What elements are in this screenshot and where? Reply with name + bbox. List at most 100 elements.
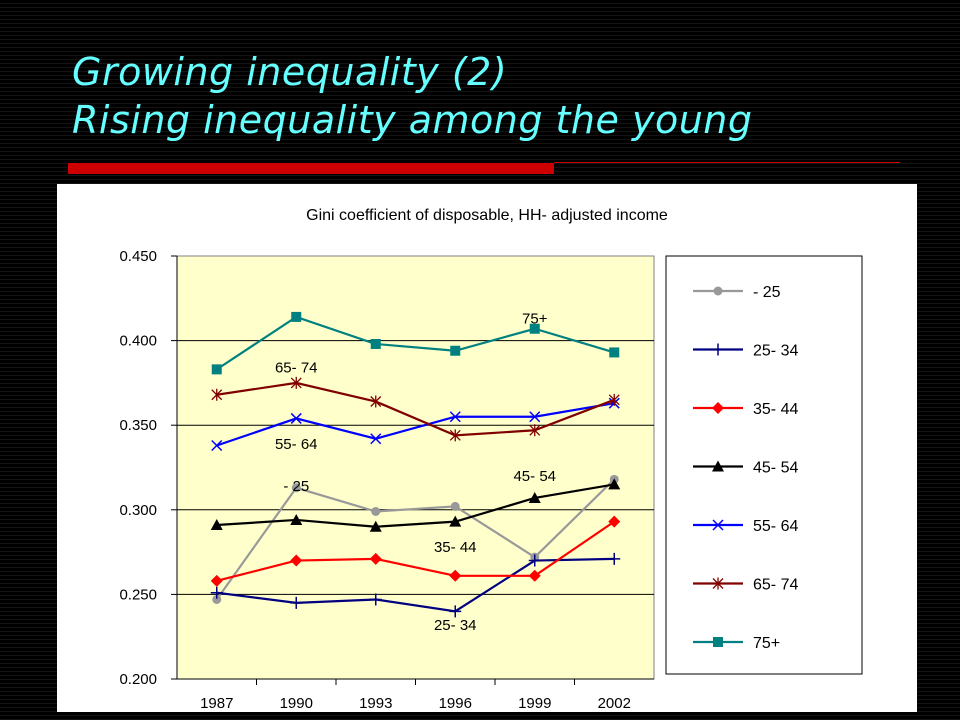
series-annotation: 35- 44: [434, 539, 477, 556]
data-point: [608, 478, 621, 490]
data-point: [529, 411, 541, 423]
series-lines: [210, 311, 621, 618]
legend-label: 45- 54: [753, 460, 798, 477]
data-point: [210, 586, 223, 599]
slide-title-line-2: Rising inequality among the young: [72, 98, 753, 142]
legend-label: - 25: [753, 284, 781, 301]
data-point: [449, 515, 462, 527]
data-point: [529, 424, 541, 437]
data-point: [370, 433, 382, 445]
data-point: [449, 605, 462, 618]
y-tick-label: 0.300: [119, 502, 157, 519]
legend-label: 35- 44: [753, 401, 798, 418]
data-point: [449, 569, 462, 582]
data-point: [450, 501, 460, 511]
plot-area: [176, 255, 655, 680]
legend-entry: - 25: [693, 284, 781, 301]
data-point: [291, 483, 301, 493]
data-point: [712, 402, 724, 414]
data-point: [712, 460, 724, 472]
data-point: [713, 286, 723, 296]
data-point: [211, 439, 223, 452]
legend-label: 75+: [753, 635, 780, 652]
data-point: [608, 552, 621, 565]
series-line: [216, 381, 615, 437]
data-point: [609, 347, 620, 358]
series-3544: [210, 515, 621, 587]
data-point: [449, 411, 461, 423]
series-6574: [211, 376, 620, 442]
chart-panel: Gini coefficient of disposable, HH- adju…: [57, 184, 917, 712]
x-tick-label: 1987: [200, 695, 233, 712]
slide-title: Growing inequality (2) Rising inequality…: [72, 48, 753, 144]
legend-entry: 45- 54: [693, 460, 798, 477]
series-line: [216, 557, 615, 613]
x-tick-label: 1990: [280, 695, 313, 712]
data-point: [210, 519, 223, 531]
x-tick-label: 1996: [439, 695, 472, 712]
series-annotation: 25- 34: [434, 617, 477, 634]
title-underline-rule: [554, 162, 900, 163]
data-point: [370, 395, 382, 408]
series-annotation: - 25: [283, 478, 309, 495]
series-line: [216, 520, 615, 582]
y-tick-label: 0.350: [119, 417, 157, 434]
legend: - 25 25- 34 35- 44 45- 54 55- 64 65- 74 75+: [693, 284, 798, 652]
data-point: [371, 506, 381, 516]
legend-entry: 65- 74: [693, 577, 798, 594]
x-tick-label: 2002: [598, 695, 631, 712]
data-point: [290, 513, 303, 525]
series-line: [216, 483, 615, 528]
title-underline-bar: [68, 163, 554, 174]
chart-title: Gini coefficient of disposable, HH- adju…: [306, 207, 668, 224]
data-point: [449, 429, 461, 442]
legend-label: 65- 74: [753, 577, 798, 594]
data-point: [712, 519, 724, 531]
series-4554: [210, 478, 621, 532]
legend-entry: 75+: [693, 635, 780, 652]
series-annotation: 55- 64: [275, 436, 318, 453]
data-point: [211, 388, 223, 401]
legend-entry: 25- 34: [693, 343, 798, 360]
data-point: [291, 311, 302, 322]
x-tick-label: 1993: [359, 695, 392, 712]
data-point: [369, 593, 382, 606]
legend-entry: 35- 44: [693, 401, 798, 418]
y-tick-label: 0.450: [119, 248, 157, 265]
axes: 0.450 0.400 0.350 0.300 0.250 0.200 1987 1990 19…: [119, 248, 654, 712]
data-point: [290, 376, 302, 389]
series-75plus: [211, 311, 620, 375]
y-tick-label: 0.400: [119, 333, 157, 350]
series-line: [216, 402, 615, 447]
data-point: [608, 515, 621, 528]
series-line: [216, 315, 615, 371]
data-point: [450, 345, 461, 356]
slide-title-line-1: Growing inequality (2): [72, 50, 508, 94]
data-point: [713, 637, 723, 647]
data-point: [212, 594, 222, 604]
data-point: [528, 491, 541, 503]
data-point: [369, 552, 382, 565]
data-point: [370, 338, 381, 349]
data-point: [290, 596, 303, 609]
data-point: [290, 554, 303, 567]
data-point: [529, 323, 540, 334]
x-tick-label: 1999: [518, 695, 551, 712]
data-point: [528, 569, 541, 582]
data-point: [369, 520, 382, 532]
legend-entry: 55- 64: [693, 518, 798, 535]
data-point: [712, 343, 724, 356]
series-annotation: 75+: [522, 311, 548, 328]
series-2534: [210, 552, 621, 618]
data-point: [290, 412, 302, 424]
series-annotation: 65- 74: [275, 360, 318, 377]
gini-line-chart: Gini coefficient of disposable, HH- adju…: [119, 207, 863, 712]
legend-label: 55- 64: [753, 518, 798, 535]
series-annotation: 45- 54: [513, 468, 556, 485]
data-point: [210, 574, 223, 587]
data-point: [712, 577, 724, 590]
legend-label: 25- 34: [753, 343, 798, 360]
y-tick-label: 0.200: [119, 671, 157, 688]
data-point: [608, 393, 620, 406]
legend-box: [665, 255, 863, 675]
